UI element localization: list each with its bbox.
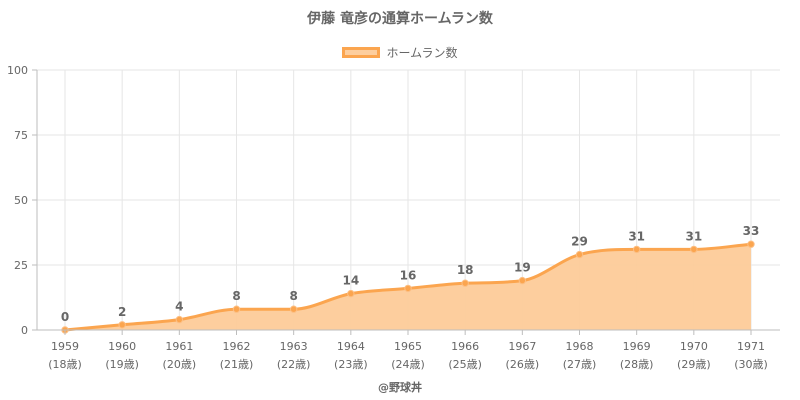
label-layer: 0 25 50 75 100 1959 (18歳) 1960 (19歳) 1961 (20歳) 196… — [7, 64, 768, 371]
data-point[interactable] — [575, 250, 584, 259]
x-tick-age-label: (22歳) — [277, 358, 311, 371]
x-tick-label: 1959 — [51, 340, 79, 353]
y-tick-label: 100 — [7, 64, 28, 77]
x-tick-label: 1967 — [508, 340, 536, 353]
data-label: 31 — [628, 229, 645, 243]
x-tick-label: 1968 — [566, 340, 594, 353]
chart-legend[interactable]: ホームラン数 — [0, 44, 800, 61]
data-point[interactable] — [518, 276, 527, 285]
x-tick-label: 1964 — [337, 340, 365, 353]
x-tick-age-label: (26歳) — [506, 358, 540, 371]
x-tick-age-label: (30歳) — [734, 358, 768, 371]
chart-title: 伊藤 竜彦の通算ホームラン数 — [307, 11, 493, 27]
axis-layer — [32, 69, 780, 335]
y-tick-label: 50 — [14, 194, 28, 207]
data-label: 31 — [685, 229, 702, 243]
data-point[interactable] — [747, 240, 755, 248]
x-tick-age-label: (28歳) — [620, 358, 654, 371]
data-point[interactable] — [347, 289, 355, 298]
data-point[interactable] — [404, 284, 412, 293]
area-layer — [61, 240, 755, 334]
data-point[interactable] — [175, 315, 184, 324]
x-tick-age-label: (19歳) — [105, 358, 139, 371]
x-tick-age-label: (27歳) — [563, 358, 597, 371]
data-point[interactable] — [461, 279, 469, 287]
legend-label: ホームラン数 — [386, 46, 458, 60]
x-tick-age-label: (18歳) — [48, 358, 82, 371]
data-point[interactable] — [232, 305, 241, 313]
data-label: 19 — [514, 261, 531, 275]
x-tick-age-label: (21歳) — [220, 358, 254, 371]
credit-text: @野球丼 — [378, 381, 422, 394]
x-tick-label: 1963 — [280, 340, 308, 353]
data-label: 0 — [61, 310, 69, 324]
x-tick-age-label: (20歳) — [163, 358, 197, 371]
y-tick-label: 75 — [14, 129, 28, 142]
data-label: 14 — [342, 274, 359, 288]
data-label: 8 — [289, 289, 297, 303]
x-tick-age-label: (29歳) — [677, 358, 711, 371]
data-label: 18 — [457, 263, 474, 277]
x-tick-age-label: (23歳) — [334, 358, 368, 371]
x-tick-label: 1960 — [108, 340, 136, 353]
data-point[interactable] — [289, 305, 298, 313]
data-label: 2 — [118, 305, 126, 319]
y-tick-label: 25 — [14, 259, 28, 272]
x-tick-label: 1966 — [451, 340, 479, 353]
data-label: 8 — [232, 289, 240, 303]
series-area-fill — [65, 244, 751, 330]
legend-swatch — [342, 47, 381, 58]
data-point[interactable] — [118, 321, 126, 329]
x-tick-age-label: (24歳) — [391, 358, 425, 371]
x-tick-label: 1961 — [165, 340, 193, 353]
data-label: 16 — [400, 268, 417, 282]
x-tick-label: 1965 — [394, 340, 422, 353]
x-tick-label: 1962 — [223, 340, 251, 353]
data-label: 29 — [571, 235, 588, 249]
x-tick-age-label: (25歳) — [448, 358, 482, 371]
data-label: 4 — [175, 300, 183, 314]
data-label: 33 — [743, 224, 760, 238]
data-point[interactable] — [690, 245, 698, 254]
x-tick-label: 1971 — [737, 340, 765, 353]
x-tick-label: 1970 — [680, 340, 708, 353]
x-tick-label: 1969 — [623, 340, 651, 353]
y-tick-label: 0 — [21, 324, 28, 337]
data-point[interactable] — [632, 245, 641, 254]
